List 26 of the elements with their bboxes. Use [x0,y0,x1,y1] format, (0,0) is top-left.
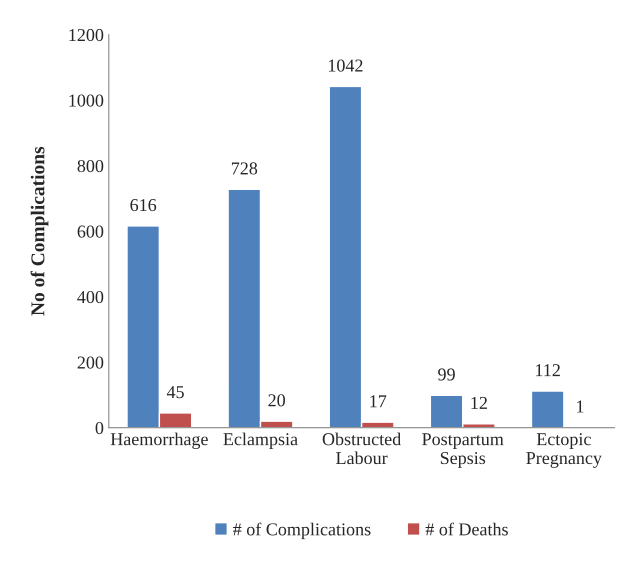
y-axis-title: No of Complications [30,146,48,316]
data-label: 17 [370,395,386,408]
y-tick-label: 0 [96,422,104,434]
y-tick-label: 1000 [69,94,104,107]
data-label: 12 [471,396,487,409]
data-label: 112 [536,364,560,376]
y-tick-label: 400 [77,290,104,304]
y-tick-label: 600 [78,225,104,238]
x-tick-label: Haemorrhage [110,432,208,450]
legend-label: # of Complications [233,522,370,540]
data-label: 1042 [328,59,362,72]
data-label: 1 [577,400,584,412]
data-label: 616 [130,199,156,212]
data-label: 45 [166,386,184,398]
x-tick-label: Eclampsia [223,432,298,449]
data-label: 20 [268,394,285,406]
x-tick-label: Ectopic Pregnancy [526,433,602,468]
data-label: 728 [232,162,258,174]
data-label: 99 [438,368,455,381]
y-tick-label: 1200 [69,28,104,42]
x-tick-label: Postpartum Sepsis [422,433,504,468]
legend-label: # of Deaths [426,522,508,536]
x-tick-label: Obstructed Labour [322,432,401,464]
y-tick-label: 200 [78,356,104,369]
y-tick-label: 800 [78,160,104,172]
bar [530,390,565,428]
